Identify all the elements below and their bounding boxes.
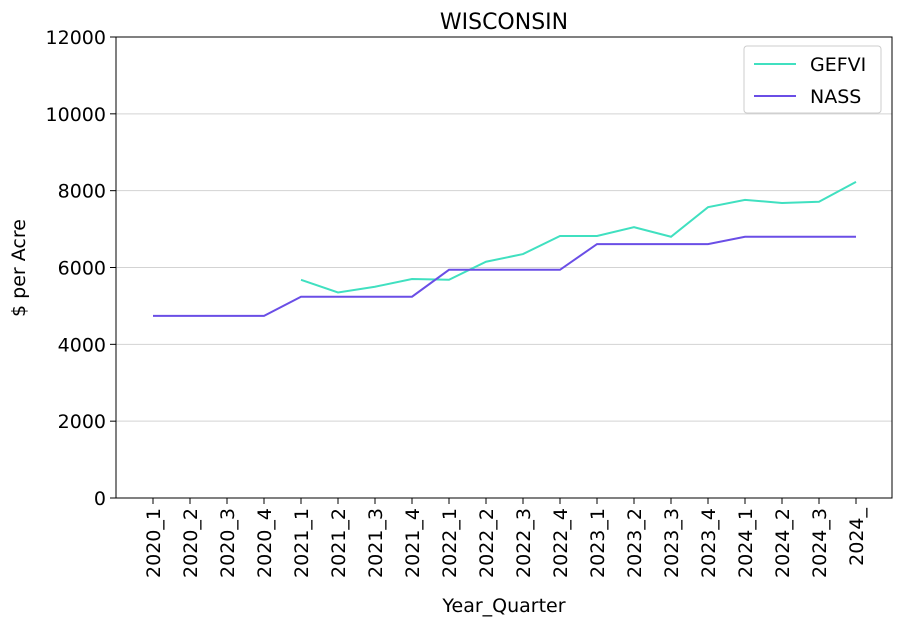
x-tick-label: 2020_2 xyxy=(180,508,202,578)
data-line xyxy=(153,235,856,317)
x-tick-label: 2020_4 xyxy=(254,508,276,578)
chart-title: WISCONSIN xyxy=(440,10,568,35)
y-tick-label: 10000 xyxy=(46,104,106,126)
y-tick-label: 2000 xyxy=(58,411,106,433)
y-tick-label: 8000 xyxy=(58,181,106,203)
y-tick-label: 4000 xyxy=(58,334,106,356)
plot-frame xyxy=(115,36,893,499)
x-tick-label: 2021_3 xyxy=(365,508,387,578)
x-tick-label: 2022_2 xyxy=(476,508,498,578)
x-tick-label: 2021_1 xyxy=(291,508,313,578)
y-tick-label: 0 xyxy=(94,488,106,510)
y-tick-label: 12000 xyxy=(46,27,106,49)
x-tick-label: 2023_3 xyxy=(661,508,683,578)
legend-label: GEFVI xyxy=(810,54,866,76)
x-tick-label: 2024_1 xyxy=(735,508,757,578)
x-tick-label: 2024_3 xyxy=(809,508,831,578)
legend-label: NASS xyxy=(810,86,861,108)
y-axis-label: $ per Acre xyxy=(8,219,30,317)
x-tick-label: 2021_4 xyxy=(402,508,424,578)
x-tick-label: 2023_2 xyxy=(624,508,646,578)
x-tick-label: 2024_ xyxy=(846,508,868,566)
x-tick-label: 2024_2 xyxy=(772,508,794,578)
y-tick-label: 6000 xyxy=(58,258,106,280)
x-tick-label: 2022_4 xyxy=(550,508,572,578)
x-tick-label: 2023_4 xyxy=(698,508,720,578)
x-tick-label: 2022_1 xyxy=(439,508,461,578)
x-tick-label: 2022_3 xyxy=(513,508,535,578)
x-tick-label: 2021_2 xyxy=(328,508,350,578)
x-axis-label: Year_Quarter xyxy=(441,595,565,617)
x-tick-label: 2023_1 xyxy=(587,508,609,578)
x-tick-label: 2020_3 xyxy=(217,508,239,578)
x-tick-label: 2020_1 xyxy=(143,508,165,578)
data-line xyxy=(300,180,857,294)
